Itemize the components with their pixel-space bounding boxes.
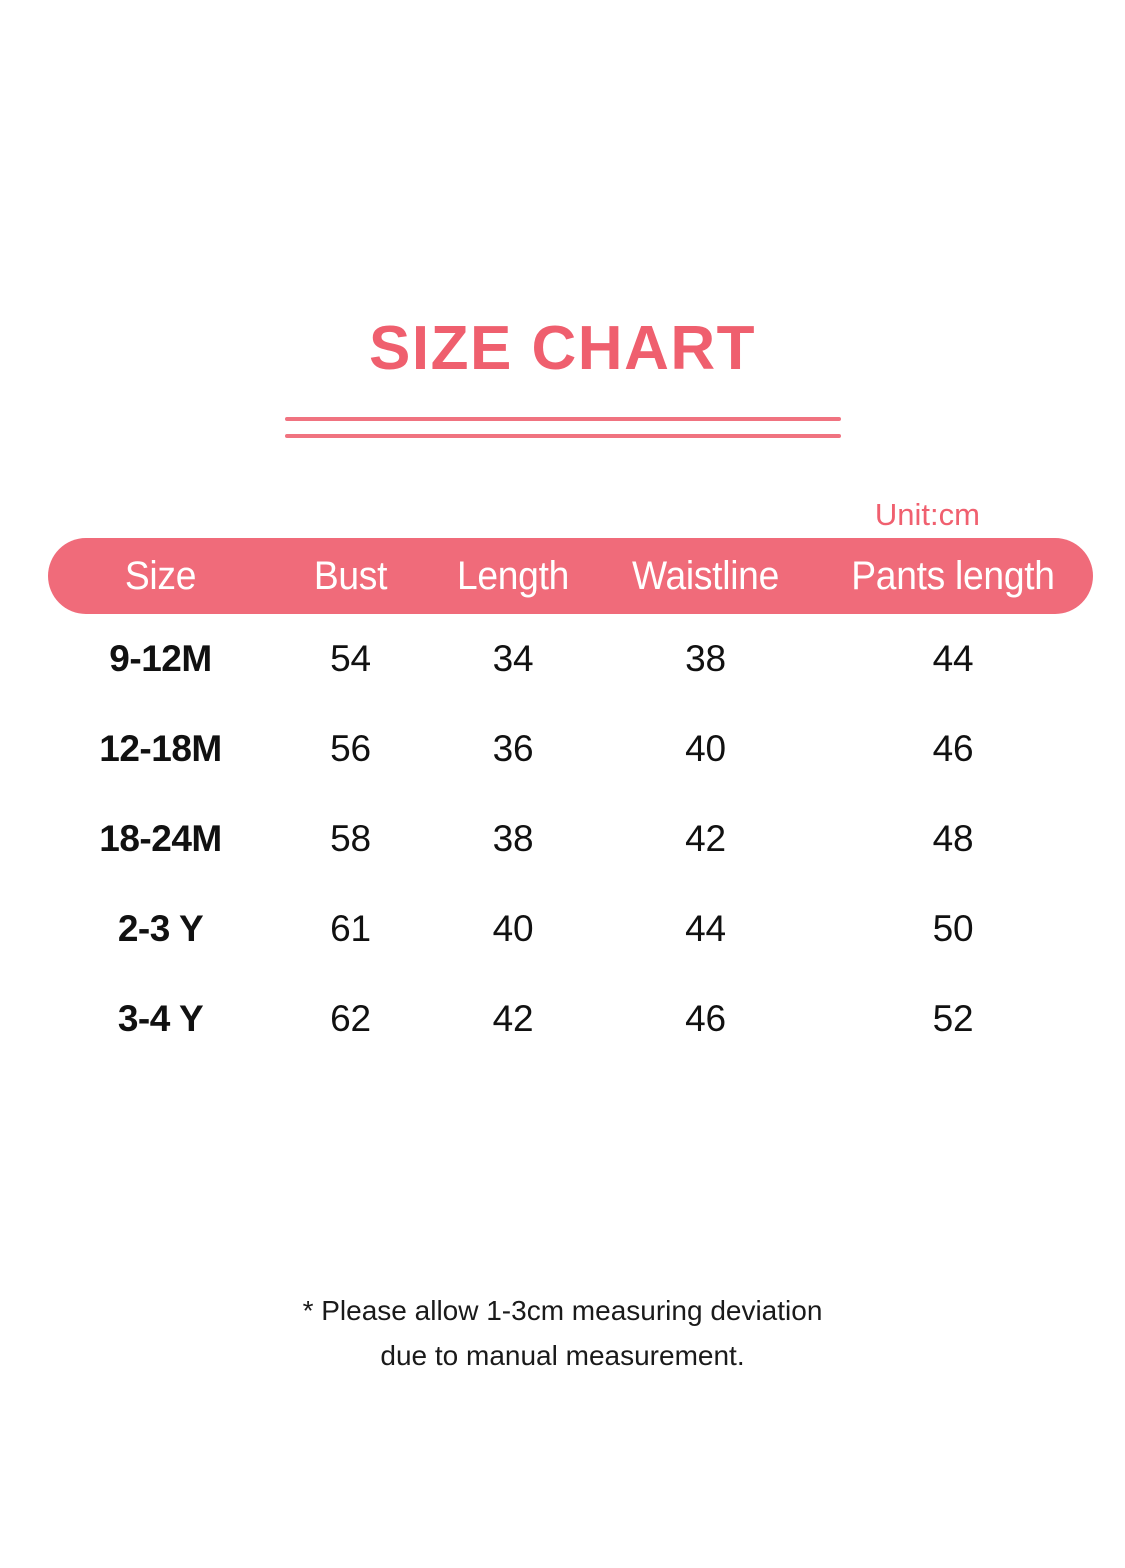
cell-bust: 61 [330,908,371,949]
table-row: 9-12M 54 34 38 44 [48,614,1093,704]
cell-bust: 54 [330,638,371,679]
cell-size: 18-24M [99,818,222,859]
cell-length: 34 [492,638,534,679]
cell-waistline: 42 [685,818,726,859]
disclaimer-line-1: * Please allow 1-3cm measuring deviation [302,1295,823,1326]
size-table: Size Bust Length Waistline Pants length … [48,538,1093,1064]
cell-pants-length: 46 [932,728,974,769]
cell-waistline: 46 [685,998,726,1039]
cell-pants-length: 50 [932,908,974,949]
table-header-row: Size Bust Length Waistline Pants length [48,538,1093,614]
table-row: 2-3 Y 61 40 44 50 [48,884,1093,974]
page-title: SIZE CHART [369,314,756,383]
cell-length: 40 [492,908,534,949]
unit-label: Unit:cm [874,497,980,532]
cell-size: 12-18M [99,728,222,769]
cell-bust: 62 [330,998,371,1039]
cell-pants-length: 48 [932,818,974,859]
cell-pants-length: 52 [932,998,974,1039]
column-header-pants-length: Pants length [851,553,1055,598]
divider-line-top [285,417,841,421]
cell-length: 36 [492,728,534,769]
table-row: 3-4 Y 62 42 46 52 [48,974,1093,1064]
divider-line-bottom [285,434,841,438]
cell-bust: 58 [330,818,371,859]
disclaimer-line-2: due to manual measurement. [380,1340,745,1371]
cell-size: 3-4 Y [117,998,204,1039]
title-divider [285,417,841,438]
cell-size: 9-12M [109,638,212,679]
table-row: 12-18M 56 36 40 46 [48,704,1093,794]
cell-waistline: 40 [685,728,726,769]
cell-size: 2-3 Y [117,908,204,949]
column-header-waistline: Waistline [631,553,780,598]
column-header-length: Length [456,553,570,598]
measurement-disclaimer: * Please allow 1-3cm measuring deviation… [0,1288,1125,1378]
column-header-size: Size [124,553,197,598]
cell-length: 42 [492,998,534,1039]
cell-pants-length: 44 [932,638,974,679]
cell-waistline: 38 [685,638,726,679]
cell-waistline: 44 [685,908,726,949]
table-row: 18-24M 58 38 42 48 [48,794,1093,884]
column-header-bust: Bust [313,553,388,598]
cell-bust: 56 [330,728,371,769]
title-block: SIZE CHART [0,318,1125,380]
cell-length: 38 [492,818,534,859]
